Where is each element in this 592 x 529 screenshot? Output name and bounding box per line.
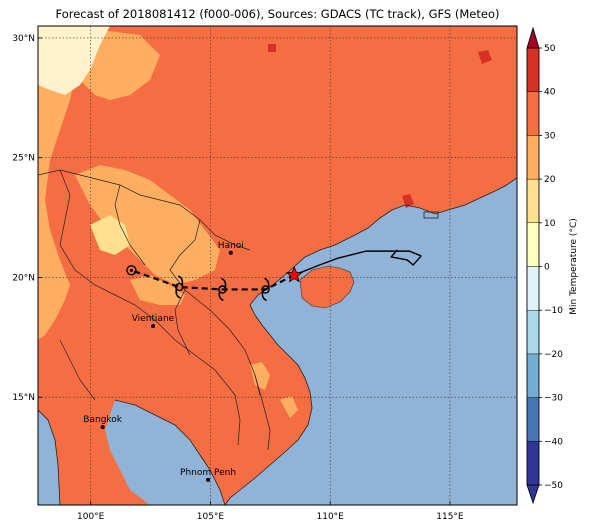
cyclone-symbol-eye — [175, 282, 184, 292]
colorbar: −50 −40 −30 −20 −10 0 10 20 30 40 50 Min Temperatur… — [526, 26, 579, 505]
hot-spot-coast — [402, 194, 414, 208]
city-label: Hanoi — [218, 241, 244, 251]
y-tick-label: 20°N — [12, 273, 35, 283]
y-tick-label: 15°N — [12, 393, 35, 403]
colorbar-band — [526, 178, 540, 224]
x-tick-label: 105°E — [197, 512, 225, 522]
map-panel — [38, 26, 517, 505]
cities: Hanoi Vientiane Bangkok Phnom Penh — [83, 241, 244, 482]
colorbar-tick-label: 50 — [544, 44, 556, 54]
hot-spot-north — [268, 44, 276, 52]
city-label: Vientiane — [132, 314, 175, 324]
colorbar-band — [526, 47, 540, 92]
cool-zone-west — [38, 60, 75, 340]
tc-track — [126, 249, 422, 302]
colorbar-band — [526, 266, 540, 311]
map-frame — [37, 25, 518, 506]
colorbar-extend-bottom — [526, 484, 540, 505]
cool-zone-plateau — [75, 165, 220, 285]
colorbar-band — [526, 310, 540, 355]
cyclone-symbol — [261, 277, 270, 302]
grid-lines — [38, 26, 517, 505]
cool-zone-east — [250, 362, 270, 390]
city-dot — [150, 324, 155, 329]
cool-zone-south — [280, 396, 298, 418]
city-dot — [228, 250, 233, 255]
colorbar-band — [526, 222, 540, 267]
cool-zone-central — [130, 275, 185, 305]
colorbar-extend-top — [526, 26, 540, 49]
cyclone-symbol-arm — [177, 275, 184, 286]
track-end-marker-center — [129, 268, 134, 272]
y-tick-label: 30°N — [12, 34, 35, 44]
colorbar-band — [526, 397, 540, 442]
cyclone-symbol — [175, 275, 184, 299]
colorbar-tick-label: −40 — [544, 437, 563, 447]
land-area — [38, 26, 517, 505]
track-end-marker — [126, 265, 137, 276]
colorbar-tick-label: −20 — [544, 350, 563, 360]
colorbar-label: Min Temperature (°C) — [569, 218, 579, 315]
cyclone-symbol-arm — [221, 277, 227, 288]
observed-track-line — [294, 250, 422, 276]
cyclone-symbol-eye — [218, 285, 227, 294]
cyclone-symbol-arm — [218, 291, 224, 302]
small-island — [423, 211, 439, 219]
x-tick-label: 115°E — [436, 512, 464, 522]
colorbar-band — [526, 91, 540, 136]
colorbar-tick-label: −30 — [544, 394, 563, 404]
cold-zone-northwest — [38, 26, 110, 95]
hot-spot-northeast — [478, 50, 492, 64]
x-tick-label: 110°E — [317, 512, 345, 522]
y-tick-label: 25°N — [12, 154, 35, 164]
andaman-sea — [38, 410, 60, 505]
city-label: Bangkok — [83, 415, 123, 425]
country-borders — [38, 169, 271, 451]
cyclone-symbol-arm — [175, 288, 181, 299]
observed-track-loop — [389, 249, 422, 266]
gulf-of-thailand — [105, 400, 225, 505]
colorbar-band — [526, 353, 540, 398]
colorbar-tick-label: 0 — [544, 263, 550, 273]
colorbar-tick-label: −10 — [544, 306, 563, 316]
cyclone-symbol-arm — [261, 291, 267, 302]
cyclone-symbol — [218, 277, 227, 302]
city-label: Phnom Penh — [180, 468, 236, 478]
hainan-island — [299, 265, 355, 309]
colorbar-band — [526, 135, 540, 180]
city-dot — [100, 425, 105, 430]
axis-ticks: 100°E 105°E 110°E 115°E 30°N 25°N 20°N 15°N — [12, 34, 464, 522]
city-dot — [206, 477, 211, 482]
colorbar-tick-label: −50 — [544, 481, 563, 491]
cyclone-symbol-eye — [261, 285, 270, 294]
colorbar-tick-label: 40 — [544, 88, 556, 98]
colorbar-tick-label: 30 — [544, 131, 556, 141]
coastline-gulf — [114, 399, 226, 505]
colorbar-tick-label: 20 — [544, 175, 556, 185]
current-position-star — [285, 266, 303, 283]
coastline-andaman — [38, 409, 61, 505]
x-tick-label: 100°E — [77, 512, 105, 522]
forecast-track-line — [131, 269, 295, 291]
map-title: Forecast of 2018081412 (f000-006), Sourc… — [55, 7, 500, 21]
colorbar-band — [526, 441, 540, 486]
colorbar-tick-label: 10 — [544, 219, 556, 229]
cyclone-symbol-arm — [264, 277, 270, 288]
